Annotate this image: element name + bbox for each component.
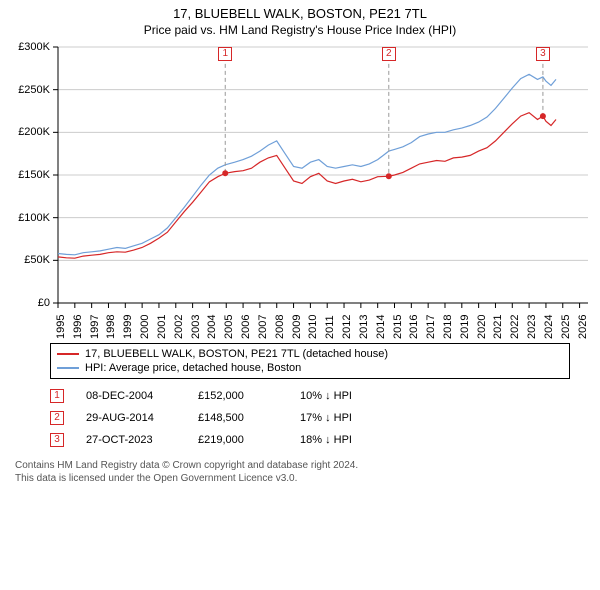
x-axis-label: 2020 [476, 315, 488, 339]
sale-price: £219,000 [198, 434, 278, 446]
sale-date: 29-AUG-2014 [86, 412, 176, 424]
x-axis-label: 2001 [156, 315, 168, 339]
x-axis-label: 2018 [442, 315, 454, 339]
x-axis-label: 2021 [492, 315, 504, 339]
x-axis-label: 2026 [577, 315, 589, 339]
x-axis-label: 2008 [274, 315, 286, 339]
sale-marker: 1 [50, 389, 64, 403]
sale-date: 27-OCT-2023 [86, 434, 176, 446]
x-axis-label: 2022 [509, 315, 521, 339]
x-axis-label: 1997 [89, 315, 101, 339]
legend-item-hpi: HPI: Average price, detached house, Bost… [57, 361, 563, 375]
legend-label: 17, BLUEBELL WALK, BOSTON, PE21 7TL (det… [85, 348, 388, 360]
page-title: 17, BLUEBELL WALK, BOSTON, PE21 7TL [0, 0, 600, 21]
x-axis-label: 1995 [55, 315, 67, 339]
x-axis-label: 2000 [139, 315, 151, 339]
y-axis-label: £150K [0, 169, 50, 181]
legend: 17, BLUEBELL WALK, BOSTON, PE21 7TL (det… [50, 343, 570, 379]
x-axis-label: 1996 [72, 315, 84, 339]
sale-marker-box: 2 [382, 47, 396, 61]
x-axis-label: 2017 [425, 315, 437, 339]
sale-diff: 17% ↓ HPI [300, 412, 390, 424]
sale-marker-box: 3 [536, 47, 550, 61]
x-axis-label: 1999 [122, 315, 134, 339]
attribution-line: This data is licensed under the Open Gov… [15, 472, 590, 485]
sales-table: 1 08-DEC-2004 £152,000 10% ↓ HPI 2 29-AU… [50, 385, 570, 451]
x-axis-label: 2002 [173, 315, 185, 339]
y-axis-label: £300K [0, 41, 50, 53]
page-subtitle: Price paid vs. HM Land Registry's House … [0, 21, 600, 43]
x-axis-label: 2011 [324, 315, 336, 339]
legend-swatch [57, 367, 79, 369]
sale-marker: 2 [50, 411, 64, 425]
attribution: Contains HM Land Registry data © Crown c… [0, 451, 600, 485]
y-axis-label: £100K [0, 212, 50, 224]
legend-item-property: 17, BLUEBELL WALK, BOSTON, PE21 7TL (det… [57, 347, 563, 361]
x-axis-label: 2015 [392, 315, 404, 339]
sale-diff: 18% ↓ HPI [300, 434, 390, 446]
x-axis-label: 2013 [358, 315, 370, 339]
y-axis-label: £0 [0, 297, 50, 309]
x-axis-label: 2024 [543, 315, 555, 339]
table-row: 2 29-AUG-2014 £148,500 17% ↓ HPI [50, 407, 570, 429]
y-axis-label: £250K [0, 84, 50, 96]
table-row: 3 27-OCT-2023 £219,000 18% ↓ HPI [50, 429, 570, 451]
sale-marker: 3 [50, 433, 64, 447]
x-axis-label: 2009 [291, 315, 303, 339]
x-axis-label: 2010 [307, 315, 319, 339]
y-axis-label: £200K [0, 126, 50, 138]
x-axis-label: 2016 [408, 315, 420, 339]
x-axis-label: 2025 [560, 315, 572, 339]
x-axis-label: 1998 [105, 315, 117, 339]
x-axis-label: 2014 [375, 315, 387, 339]
sale-marker-box: 1 [218, 47, 232, 61]
x-axis-label: 2005 [223, 315, 235, 339]
attribution-line: Contains HM Land Registry data © Crown c… [15, 459, 590, 472]
y-axis-label: £50K [0, 254, 50, 266]
x-axis-label: 2012 [341, 315, 353, 339]
price-chart: £0 £50K £100K £150K £200K £250K £300K 1995 1996 1… [0, 43, 600, 343]
legend-label: HPI: Average price, detached house, Bost… [85, 362, 301, 374]
x-axis-label: 2023 [526, 315, 538, 339]
page: 17, BLUEBELL WALK, BOSTON, PE21 7TL Pric… [0, 0, 600, 590]
legend-swatch [57, 353, 79, 355]
sale-price: £152,000 [198, 390, 278, 402]
x-axis-label: 2004 [206, 315, 218, 339]
sale-price: £148,500 [198, 412, 278, 424]
sale-date: 08-DEC-2004 [86, 390, 176, 402]
table-row: 1 08-DEC-2004 £152,000 10% ↓ HPI [50, 385, 570, 407]
x-axis-label: 2003 [190, 315, 202, 339]
x-axis-label: 2019 [459, 315, 471, 339]
sale-diff: 10% ↓ HPI [300, 390, 390, 402]
x-axis-label: 2007 [257, 315, 269, 339]
chart-svg [0, 43, 600, 343]
x-axis-label: 2006 [240, 315, 252, 339]
